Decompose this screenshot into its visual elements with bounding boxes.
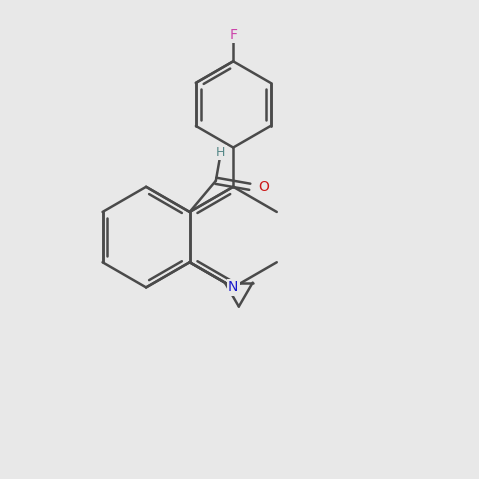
Text: O: O (258, 180, 269, 194)
Text: H: H (216, 146, 226, 159)
Text: F: F (229, 28, 237, 42)
Text: N: N (228, 280, 239, 295)
